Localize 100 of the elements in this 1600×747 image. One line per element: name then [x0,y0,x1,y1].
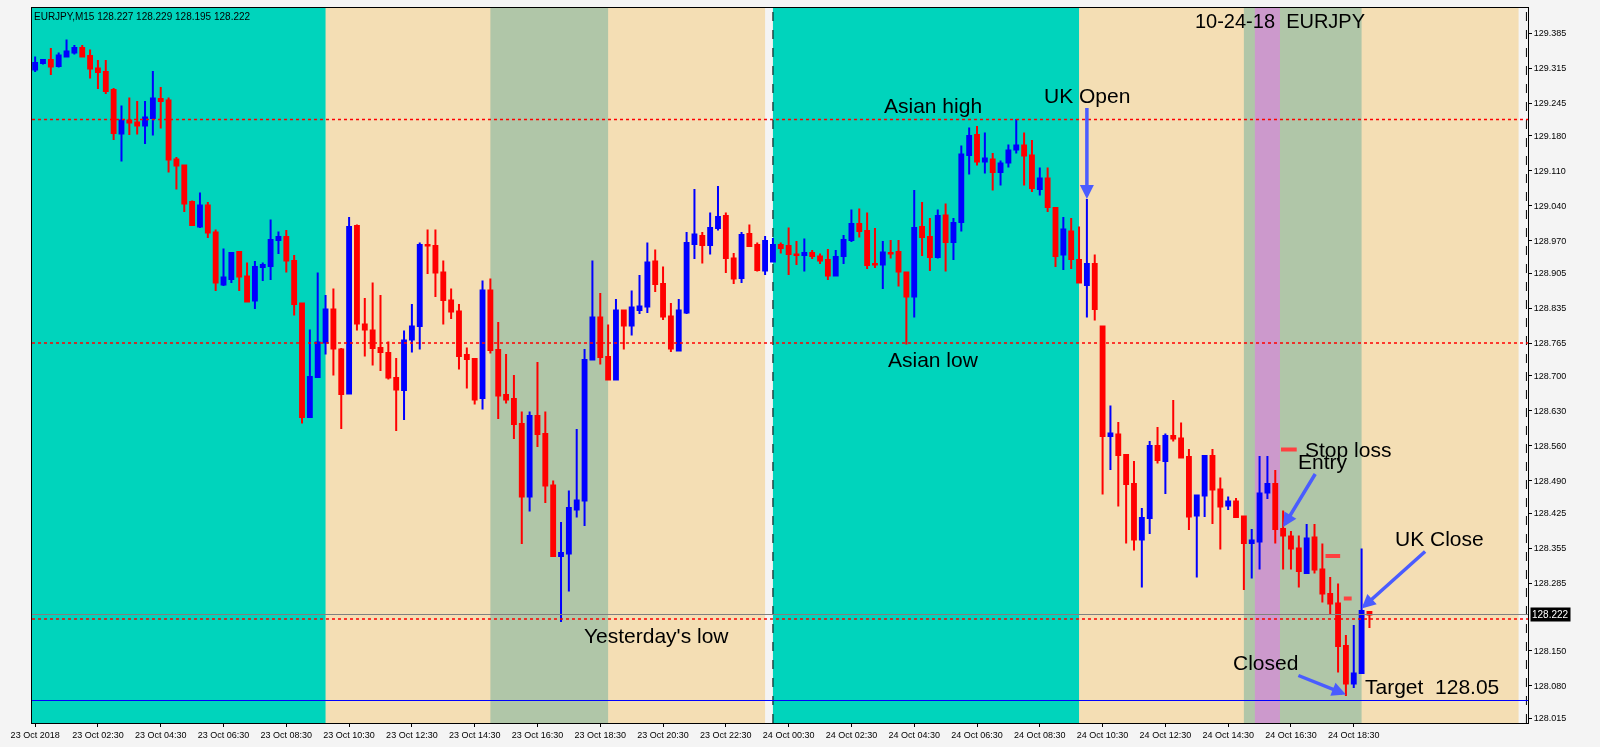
candlestick [1131,460,1137,552]
y-tick-label: 128.080 [1533,680,1567,691]
candlestick [652,248,659,293]
candlestick [730,252,737,285]
candlestick [1076,225,1082,284]
candlestick [1327,576,1334,615]
candlestick [1123,454,1130,545]
x-tick-label: 23 Oct 20:30 [637,729,689,740]
candlestick [926,217,933,272]
x-tick-label: 24 Oct 08:30 [1014,729,1066,740]
candlestick [856,207,863,239]
candlestick [754,241,761,273]
candlestick [691,188,698,260]
candlestick [777,241,784,255]
y-tick-label: 128.285 [1533,578,1567,589]
candlestick [55,51,62,69]
candlestick [47,47,54,76]
candlestick [448,287,455,320]
candlestick [416,241,423,351]
candlestick [589,259,596,362]
candlestick [683,231,690,315]
candlestick [840,234,847,265]
x-tick-label: 23 Oct 22:30 [700,729,752,740]
candlestick [1240,515,1247,591]
x-tick-label: 24 Oct 06:30 [951,729,1003,740]
candlestick [1256,455,1263,571]
candlestick [966,126,973,176]
candlestick [1044,166,1051,213]
x-tick-label: 24 Oct 02:30 [825,729,878,740]
candlestick [354,223,360,332]
candlestick [32,55,39,73]
candlestick [1342,634,1349,697]
y-tick-label: 128.835 [1533,303,1567,314]
candlestick [785,226,792,276]
candlestick [291,254,298,317]
candlestick [1186,448,1192,531]
candlestick [471,358,478,406]
candlestick [1319,542,1326,604]
candlestick [1146,440,1153,535]
candlestick [958,144,965,233]
y-tick-label: 129.315 [1533,63,1567,74]
ref-line-label: 128.222 [1532,609,1569,620]
chart-title: 10-24-18 EURJPY [1194,9,1366,32]
candlestick [832,249,839,277]
y-tick-label: 128.490 [1533,475,1567,486]
candlestick [1107,404,1114,471]
candlestick [432,228,439,298]
candlestick [1288,530,1294,571]
candlestick [220,247,227,287]
candlestick [1013,118,1020,155]
candlestick [424,228,431,275]
candlestick [1295,534,1302,589]
x-tick-label: 24 Oct 14:30 [1202,729,1254,740]
candlestick [463,346,470,390]
candlestick [503,353,509,405]
candlestick [1303,523,1310,575]
candlestick [919,201,925,257]
annotation: EURJPY,M15 128.227 128.229 128.195 128.222 [34,11,251,22]
y-tick-label: 128.015 [1533,713,1567,724]
candlestick [1068,217,1075,270]
y-tick-label: 128.355 [1533,543,1567,554]
candlestick [275,230,282,255]
x-tick-label: 23 Oct 10:30 [323,729,375,740]
candlestick [87,48,93,80]
candlestick [173,156,180,191]
candlestick [346,216,353,396]
candlestick [149,70,156,137]
candlestick [71,44,78,56]
candlestick [824,248,831,281]
y-tick-label: 128.905 [1533,268,1567,279]
x-tick-label: 24 Oct 18:30 [1327,729,1380,740]
candlestick [408,303,415,354]
candlestick [440,259,447,326]
x-tick-label: 23 Oct 02:30 [72,729,124,740]
y-tick-label: 129.385 [1533,28,1567,39]
candlestick [573,428,580,519]
candlestick [707,211,714,256]
candlestick [95,59,101,90]
candlestick [1217,476,1224,551]
candlestick [989,152,996,192]
candlestick [934,208,941,260]
x-tick-label: 23 Oct 08:30 [260,729,313,740]
candlestick [1115,421,1122,508]
candlestick [864,211,871,270]
candlestick [817,252,823,265]
annotation: UK Close [1395,527,1484,550]
y-tick-label: 128.150 [1533,645,1567,656]
annotation: Target 128.05 [1365,675,1500,698]
y-tick-label: 128.970 [1533,235,1567,246]
candlestick [212,228,219,292]
x-tick-label: 24 Oct 12:30 [1139,729,1192,740]
candlestick [1083,198,1090,319]
candlestick [526,410,533,513]
candlestick [40,58,46,66]
candlestick [1036,166,1043,197]
candlestick [558,521,564,623]
candlestick [872,227,878,269]
candlestick [1193,494,1200,579]
y-tick-label: 128.630 [1533,405,1567,416]
candlestick [628,289,635,337]
